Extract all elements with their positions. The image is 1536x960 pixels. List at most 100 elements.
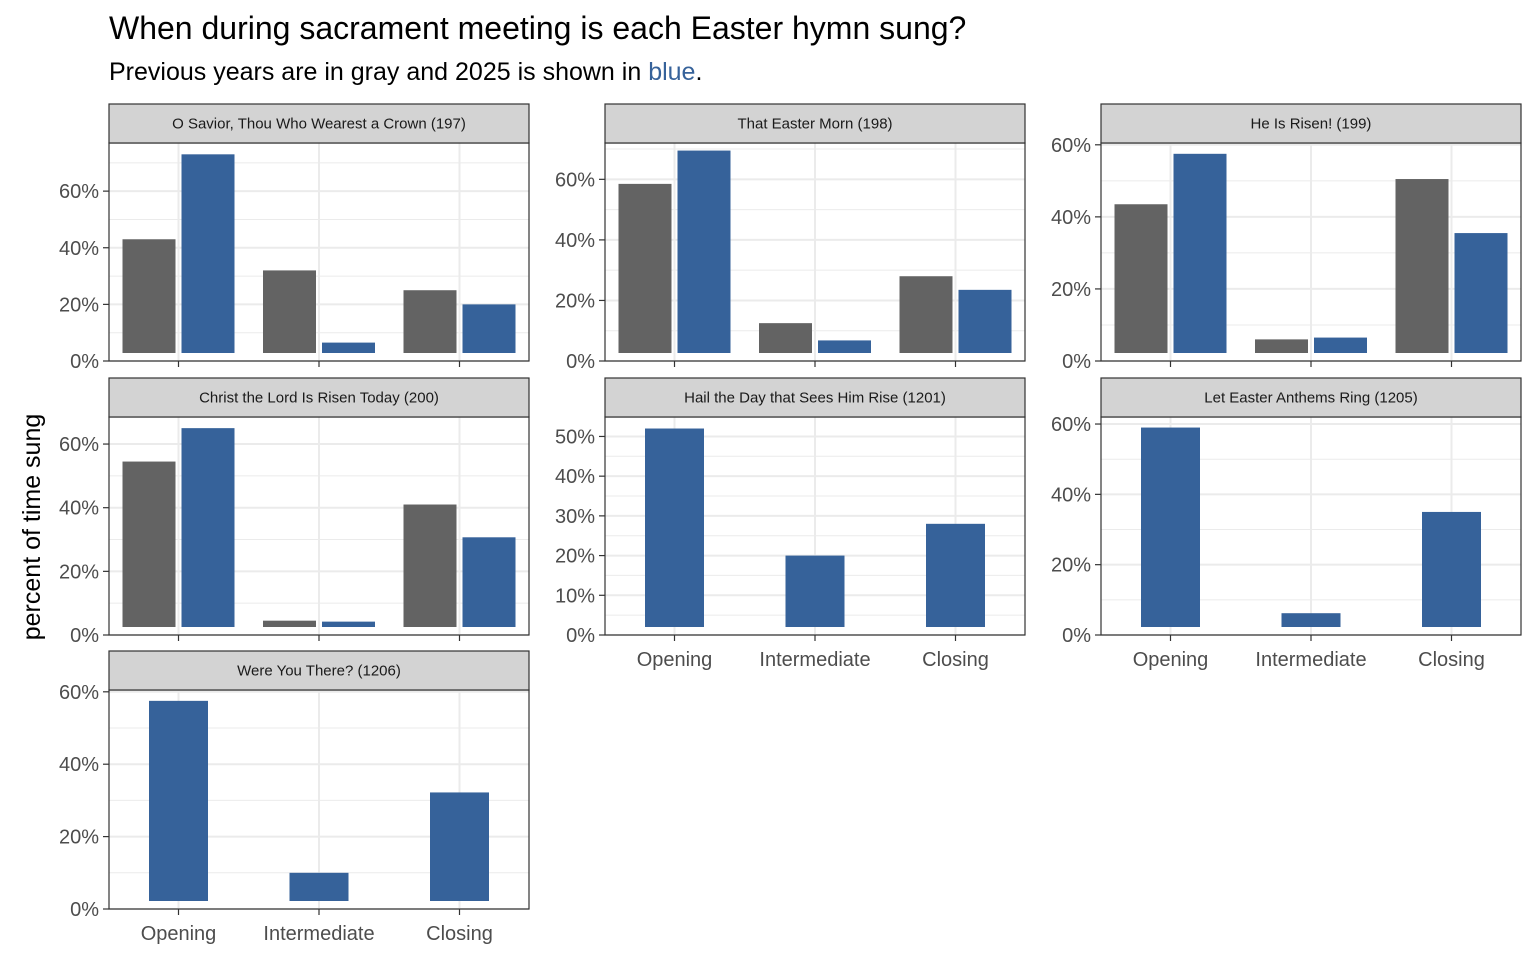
y-tick-label: 40% (555, 466, 595, 488)
y-tick-label: 40% (1051, 207, 1091, 229)
x-tick-label-intermediate: Intermediate (1255, 649, 1366, 671)
bar-previous-opening (618, 183, 672, 353)
y-tick-label: 10% (555, 585, 595, 607)
y-tick-label: 20% (59, 561, 99, 583)
bar-2025-closing (462, 304, 516, 353)
bar-2025-intermediate (322, 621, 375, 627)
y-tick-label: 20% (555, 546, 595, 568)
bar-2025-closing (1454, 233, 1508, 353)
facet-strip-label: Were You There? (1206) (237, 663, 401, 680)
y-tick-label: 60% (1051, 135, 1091, 157)
y-tick-label: 40% (59, 754, 99, 776)
x-tick-label-opening: Opening (141, 923, 217, 945)
bar-2025-opening (181, 154, 235, 353)
bar-previous-opening (122, 239, 176, 353)
facet-panel-2: That Easter Morn (198) 0% 20% 40% 60% (555, 103, 1026, 373)
bar-2025-closing (958, 289, 1012, 353)
y-tick-label: 60% (59, 682, 99, 704)
bar-previous-intermediate (1255, 339, 1308, 353)
bar-previous-intermediate (263, 620, 316, 627)
y-tick-label: 20% (59, 294, 99, 316)
x-tick-label-opening: Opening (637, 649, 713, 671)
x-tick-label-intermediate: Intermediate (263, 923, 374, 945)
bar-2025-opening (645, 428, 704, 627)
y-tick-label: 40% (1051, 484, 1091, 506)
facet-panel-6: Let Easter Anthems Ring (1205) 0% 20% 40% 60… (1051, 377, 1522, 671)
bar-2025-intermediate (322, 342, 375, 353)
facet-strip-label: O Savior, Thou Who Wearest a Crown (197) (172, 116, 466, 133)
chart-subtitle: Previous years are in gray and 2025 is s… (109, 58, 702, 87)
x-tick-label-closing: Closing (1418, 649, 1485, 671)
y-tick-label: 0% (566, 351, 595, 373)
bar-2025-opening (1173, 153, 1227, 353)
facet-strip-label: That Easter Morn (198) (737, 116, 892, 133)
facet-panel-3: He Is Risen! (199) 0% 20% 40% 60% (1051, 103, 1522, 373)
bar-2025-closing (430, 792, 489, 901)
x-tick-label-closing: Closing (426, 923, 493, 945)
y-tick-label: 0% (70, 899, 99, 921)
x-tick-label-intermediate: Intermediate (759, 649, 870, 671)
facet-strip (108, 650, 530, 691)
subtitle-highlight: blue (648, 58, 696, 86)
chart-title: When during sacrament meeting is each Ea… (109, 10, 967, 46)
y-tick-label: 60% (59, 181, 99, 203)
y-tick-label: 40% (59, 238, 99, 260)
bar-previous-closing (403, 290, 457, 353)
bar-2025-closing (926, 523, 985, 627)
facet-panel-7: Were You There? (1206) 0% 20% 40% 60% Opening… (59, 650, 530, 945)
y-tick-label: 30% (555, 506, 595, 528)
y-tick-label: 0% (1062, 625, 1091, 647)
y-tick-label: 0% (70, 351, 99, 373)
y-tick-label: 50% (555, 426, 595, 448)
y-tick-label: 60% (59, 434, 99, 456)
x-tick-label-opening: Opening (1133, 649, 1209, 671)
y-tick-label: 20% (59, 827, 99, 849)
y-tick-label: 60% (555, 169, 595, 191)
bar-2025-intermediate (1281, 613, 1341, 627)
facet-strip (1100, 103, 1522, 144)
bar-previous-closing (1395, 179, 1449, 353)
y-tick-label: 0% (566, 625, 595, 647)
facet-panel-5: Hail the Day that Sees Him Rise (1201) 0%… (555, 377, 1026, 671)
bar-previous-opening (122, 461, 176, 627)
bar-previous-intermediate (263, 270, 316, 353)
bar-2025-opening (677, 150, 731, 353)
x-tick-label-closing: Closing (922, 649, 989, 671)
facet-strip (604, 103, 1026, 144)
bar-2025-intermediate (785, 555, 845, 627)
bar-2025-opening (1141, 427, 1200, 627)
facet-panel-1: O Savior, Thou Who Wearest a Crown (197)… (59, 103, 530, 373)
y-tick-label: 40% (555, 230, 595, 252)
bar-2025-opening (149, 700, 208, 901)
bar-2025-opening (181, 428, 235, 627)
facet-strip (108, 377, 530, 418)
y-tick-label: 20% (1051, 279, 1091, 301)
facet-strip-label: Christ the Lord Is Risen Today (200) (199, 390, 439, 407)
bar-previous-closing (403, 504, 457, 627)
bar-2025-intermediate (289, 872, 349, 901)
facet-strip-label: Hail the Day that Sees Him Rise (1201) (684, 390, 946, 407)
bar-2025-closing (462, 537, 516, 627)
bar-previous-opening (1114, 204, 1168, 353)
bar-2025-intermediate (818, 340, 871, 353)
subtitle-text: Previous years are in gray and 2025 is s… (109, 58, 649, 86)
y-tick-label: 20% (1051, 555, 1091, 577)
facet-strip (108, 103, 530, 144)
y-tick-label: 40% (59, 498, 99, 520)
facet-strip-label: He Is Risen! (199) (1251, 116, 1372, 133)
facet-strip (604, 377, 1026, 418)
bar-previous-closing (899, 276, 953, 353)
bar-2025-closing (1422, 511, 1481, 627)
y-axis-label: percent of time sung (18, 414, 46, 641)
subtitle-end: . (695, 58, 703, 86)
facet-panel-4: Christ the Lord Is Risen Today (200) 0% 20… (59, 377, 530, 647)
bar-previous-intermediate (759, 323, 812, 353)
facet-strip-label: Let Easter Anthems Ring (1205) (1204, 390, 1417, 407)
y-tick-label: 60% (1051, 414, 1091, 436)
y-tick-label: 0% (1062, 351, 1091, 373)
y-tick-label: 20% (555, 290, 595, 312)
facet-strip (1100, 377, 1522, 418)
y-tick-label: 0% (70, 625, 99, 647)
bar-2025-intermediate (1314, 337, 1367, 353)
